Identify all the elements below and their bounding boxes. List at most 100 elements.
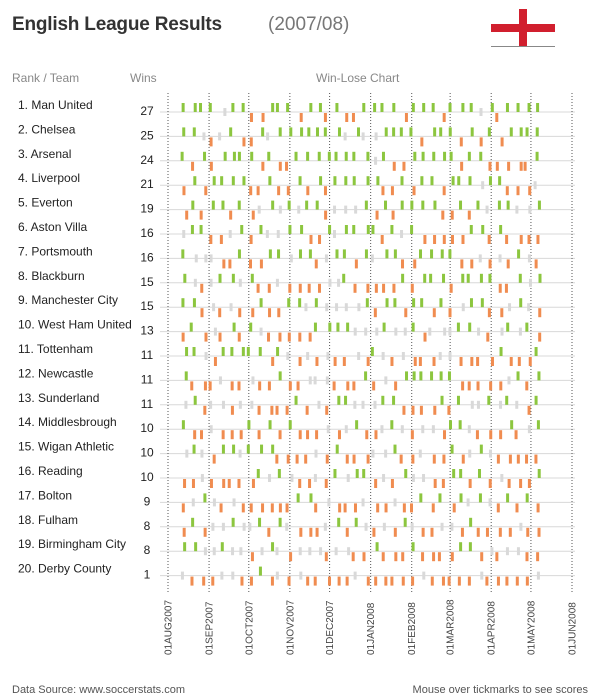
match-tick-loss	[536, 503, 540, 513]
match-tick-draw	[343, 132, 347, 141]
match-tick-loss	[327, 576, 331, 586]
match-tick-win	[191, 200, 195, 210]
match-tick-draw	[528, 278, 532, 287]
match-tick-win	[192, 347, 196, 356]
match-tick-win	[190, 225, 194, 234]
match-tick-draw	[507, 376, 511, 385]
match-tick-win	[365, 298, 369, 308]
match-tick-draw	[357, 352, 361, 360]
match-tick-draw	[248, 522, 252, 531]
match-tick-win	[278, 517, 282, 527]
match-tick-loss	[199, 210, 203, 220]
match-tick-draw	[481, 181, 485, 190]
match-tick-draw	[371, 449, 375, 458]
match-tick-loss	[248, 259, 252, 269]
match-tick-win	[364, 371, 368, 381]
match-tick-win	[258, 566, 262, 576]
match-tick-win	[364, 249, 368, 259]
match-tick-win	[488, 273, 492, 283]
match-tick-loss	[442, 454, 446, 464]
match-tick-win	[380, 103, 384, 112]
match-tick-loss	[441, 210, 445, 220]
match-tick-loss	[230, 405, 234, 415]
match-tick-win	[309, 493, 313, 503]
match-tick-win	[218, 273, 222, 283]
match-tick-loss	[218, 308, 222, 318]
match-tick-loss	[418, 357, 422, 366]
match-tick-loss	[515, 503, 519, 513]
match-tick-win	[458, 420, 462, 430]
match-tick-draw	[328, 278, 332, 287]
match-tick-win	[385, 249, 389, 259]
match-tick-draw	[325, 303, 329, 312]
match-tick-win	[237, 151, 241, 161]
match-tick-win	[497, 200, 501, 210]
match-tick-win	[476, 200, 480, 210]
match-tick-loss	[413, 357, 417, 366]
match-tick-draw	[374, 156, 378, 165]
match-tick-loss	[516, 454, 520, 464]
match-tick-win	[232, 322, 236, 332]
match-tick-draw	[238, 449, 242, 458]
match-tick-draw	[488, 449, 492, 458]
match-tick-draw	[527, 303, 531, 312]
match-tick-loss	[505, 186, 509, 196]
match-tick-win	[499, 225, 503, 234]
match-tick-loss	[476, 357, 480, 366]
match-tick-loss	[516, 186, 520, 196]
wins-value: 8	[144, 519, 151, 533]
match-tick-loss	[267, 527, 271, 537]
data-source: Data Source: www.soccerstats.com	[12, 684, 186, 696]
match-tick-win	[461, 103, 465, 112]
match-tick-loss	[393, 527, 397, 537]
england-flag-icon	[491, 9, 555, 47]
match-tick-win	[537, 469, 541, 478]
match-tick-loss	[318, 235, 322, 244]
match-tick-draw	[313, 376, 317, 385]
match-tick-loss	[298, 283, 302, 293]
match-tick-win	[184, 371, 188, 381]
match-tick-loss	[419, 405, 423, 415]
match-tick-draw	[299, 571, 303, 580]
match-tick-win	[212, 176, 216, 186]
match-tick-loss	[354, 259, 358, 269]
match-tick-win	[271, 200, 275, 210]
team-label: 15. Wigan Athletic	[18, 440, 114, 454]
match-tick-draw	[238, 278, 242, 287]
match-tick-draw	[528, 205, 532, 214]
match-tick-win	[192, 444, 196, 454]
match-tick-win	[319, 176, 323, 186]
match-tick-loss	[384, 576, 388, 586]
match-tick-win	[450, 444, 454, 454]
match-tick-loss	[249, 235, 253, 244]
match-tick-loss	[404, 308, 408, 318]
match-tick-loss	[488, 479, 492, 488]
match-tick-win	[459, 469, 463, 478]
match-tick-win	[410, 200, 414, 210]
match-tick-draw	[275, 278, 279, 287]
match-tick-win	[393, 444, 397, 454]
match-tick-win	[399, 127, 403, 137]
match-tick-loss	[345, 454, 349, 464]
match-tick-win	[193, 395, 197, 405]
match-tick-win	[516, 103, 520, 112]
match-tick-loss	[460, 161, 464, 171]
match-tick-draw	[344, 425, 348, 434]
match-tick-draw	[306, 352, 310, 360]
match-tick-loss	[496, 576, 500, 586]
match-tick-loss	[203, 405, 207, 415]
match-tick-win	[277, 249, 281, 259]
match-tick-win	[221, 200, 225, 210]
match-tick-draw	[431, 425, 435, 434]
match-tick-loss	[315, 430, 319, 440]
match-tick-draw	[470, 400, 474, 409]
match-tick-draw	[335, 303, 339, 312]
match-tick-loss	[450, 552, 454, 562]
match-tick-draw	[275, 547, 279, 556]
match-tick-loss	[432, 308, 436, 318]
match-tick-win	[229, 127, 233, 137]
match-tick-draw	[466, 498, 470, 507]
match-tick-win	[221, 347, 225, 356]
match-tick-loss	[394, 381, 398, 391]
match-tick-win	[294, 395, 298, 405]
